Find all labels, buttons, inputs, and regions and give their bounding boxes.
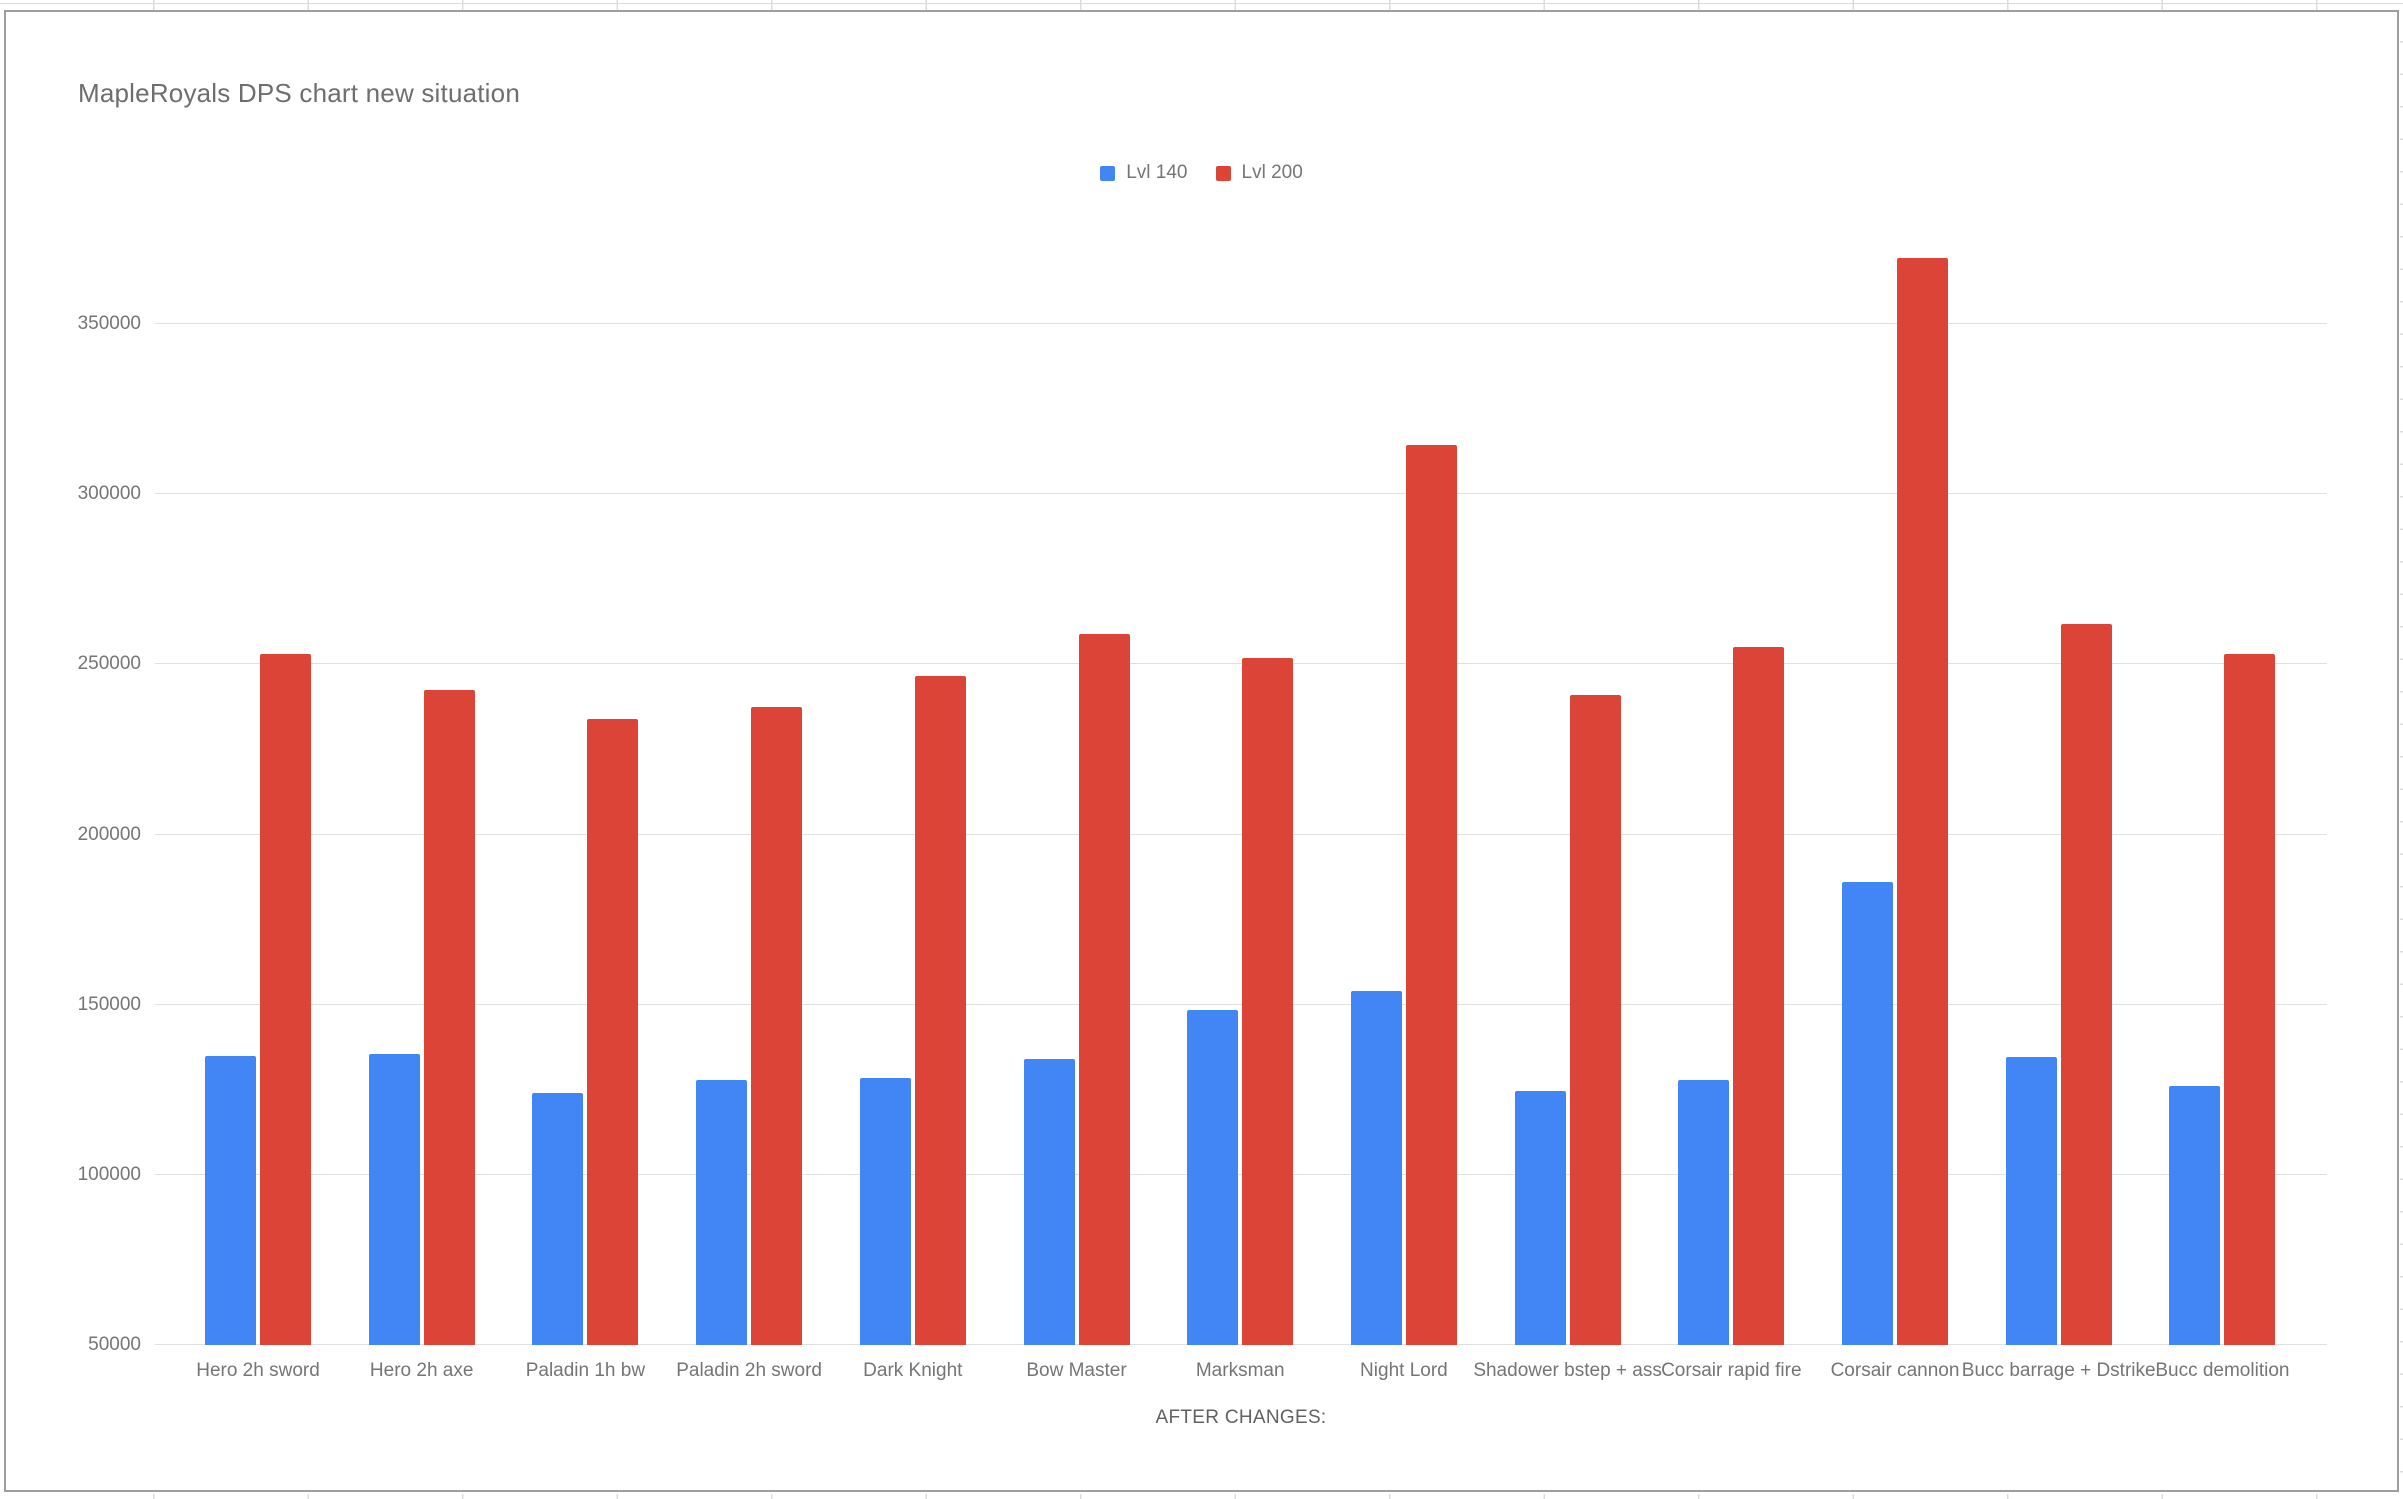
bar-lvl140[interactable] [1187,1009,1239,1345]
legend-label-lvl140: Lvl 140 [1126,162,1188,183]
y-gridline [155,493,2327,495]
y-gridline [155,1003,2327,1005]
bar-lvl140[interactable] [1842,882,1893,1345]
y-tick-label: 150000 [77,993,141,1015]
bar-lvl140[interactable] [368,1054,420,1345]
bar-lvl140[interactable] [205,1055,256,1345]
legend-entry-lvl200: Lvl 200 [1215,162,1303,184]
chart-legend: Lvl 140 Lvl 200 [6,162,2397,184]
legend-label-lvl200: Lvl 200 [1241,162,1303,183]
bar-lvl200[interactable] [1897,257,1948,1345]
y-tick-label: 250000 [77,653,141,675]
category-label: Night Lord [1360,1360,1448,1381]
bar-lvl200[interactable] [2224,654,2276,1345]
bar-lvl200[interactable] [260,654,311,1345]
category-label: Bow Master [1026,1360,1127,1381]
bar-lvl200[interactable] [1242,657,1294,1345]
bar-lvl140[interactable] [1023,1059,1075,1345]
category-label: Shadower bstep + ass [1473,1360,1662,1381]
spreadsheet-cells-top[interactable] [0,0,2403,10]
category-label: Paladin 1h bw [525,1360,646,1381]
category-label: Hero 2h sword [196,1360,320,1381]
bar-lvl140[interactable] [859,1077,911,1345]
chart-container[interactable]: MapleRoyals DPS chart new situation Lvl … [4,10,2399,1492]
category-label: Marksman [1195,1360,1285,1381]
y-tick-label: 100000 [77,1163,141,1185]
y-tick-label: 50000 [88,1334,141,1355]
legend-swatch-lvl200-icon [1215,165,1231,181]
bar-lvl140[interactable] [2169,1086,2221,1345]
y-gridline [155,833,2327,835]
legend-swatch-lvl140-icon [1100,165,1116,181]
bar-lvl200[interactable] [751,706,803,1345]
y-gridline [155,1173,2327,1175]
category-label: Corsair cannon [1830,1360,1960,1381]
spreadsheet-cells-bottom[interactable] [0,1494,2403,1499]
plot-area: Hero 2h sword Hero 2h axe Paladin 1h bw Pal… [155,250,2327,1381]
bar-lvl140[interactable] [532,1093,584,1345]
bar-lvl200[interactable] [1733,647,1785,1345]
y-gridline [155,1344,2327,1345]
category-label: Corsair rapid fire [1661,1360,1802,1381]
chart-title: MapleRoyals DPS chart new situation [78,78,520,108]
y-tick-label: 300000 [77,483,141,505]
bar-lvl140[interactable] [1350,991,1402,1345]
y-tick-label: 200000 [77,823,141,845]
category-label: Dark Knight [863,1360,963,1381]
bar-lvl140[interactable] [1678,1079,1730,1345]
spreadsheet-row-divider [0,3,2403,4]
bar-lvl140[interactable] [696,1079,748,1345]
spreadsheet-cells-right[interactable] [2400,10,2403,1493]
y-gridline [155,323,2327,324]
category-label: Bucc barrage + Dstrike [1961,1360,2156,1381]
bar-lvl200[interactable] [1569,694,1621,1345]
category-label: Paladin 2h sword [676,1360,822,1381]
bar-lvl140[interactable] [1514,1091,1566,1345]
x-axis-title: AFTER CHANGES: [1155,1407,1327,1428]
bar-lvl140[interactable] [2005,1057,2057,1345]
bar-lvl200[interactable] [2060,623,2112,1345]
legend-entry-lvl140: Lvl 140 [1100,162,1188,184]
category-label: Hero 2h axe [369,1360,474,1381]
y-gridline [155,663,2327,665]
bar-lvl200[interactable] [1405,444,1457,1345]
y-tick-label: 350000 [77,313,141,334]
bar-lvl200[interactable] [914,676,966,1345]
bar-lvl200[interactable] [423,689,475,1345]
bar-lvl200[interactable] [587,718,639,1345]
bar-lvl200[interactable] [1078,633,1130,1345]
category-label: Bucc demolition [2155,1360,2290,1381]
